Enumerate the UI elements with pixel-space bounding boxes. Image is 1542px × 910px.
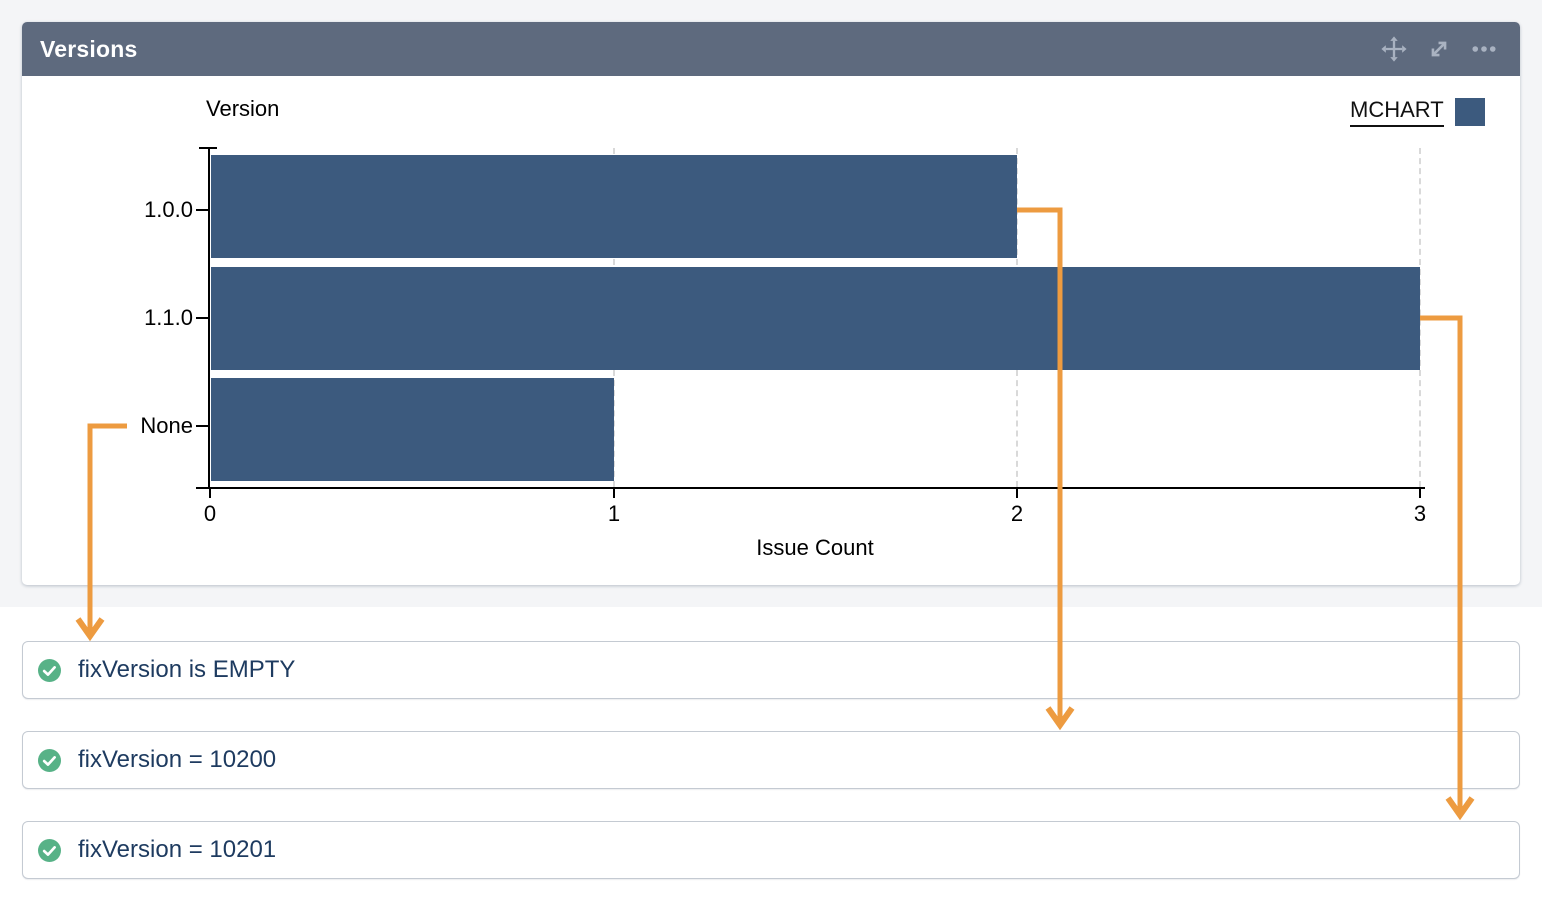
x-tick-2 (1016, 489, 1018, 498)
category-label-none: None (140, 413, 193, 438)
bar-version-1.0.0[interactable] (211, 155, 1017, 258)
gadget-header: Versions (22, 22, 1520, 76)
x-tick-0 (209, 489, 211, 498)
bar-version-none[interactable] (211, 378, 614, 481)
legend-color-swatch (1454, 98, 1485, 126)
check-circle-icon (38, 838, 61, 862)
expand-icon[interactable] (1425, 35, 1453, 63)
filter-row-fixversion-10201[interactable]: fixVersion = 10201 (22, 821, 1520, 879)
x-axis-line (196, 487, 1425, 489)
y-axis-end-cap (199, 147, 217, 149)
gadget-title: Versions (40, 35, 138, 62)
filter-label: fixVersion is EMPTY (78, 656, 296, 683)
x-axis-title: Issue Count (756, 535, 874, 560)
category-label-1.1.0: 1.1.0 (144, 305, 193, 330)
x-tick-1 (613, 489, 615, 498)
filter-row-fixversion-empty[interactable]: fixVersion is EMPTY (22, 641, 1520, 699)
x-tick-label-2: 2 (1010, 501, 1024, 526)
filter-label: fixVersion = 10200 (78, 746, 277, 773)
check-circle-icon (38, 658, 61, 682)
bar-version-1.1.0[interactable] (211, 267, 1420, 370)
legend-series-link[interactable]: MCHART (1350, 97, 1444, 127)
filter-row-fixversion-10200[interactable]: fixVersion = 10200 (22, 731, 1520, 789)
y-tick (196, 209, 209, 211)
arrow-head-down-icon (75, 617, 105, 642)
y-tick (196, 317, 209, 319)
y-tick (196, 425, 209, 427)
y-axis-line (208, 147, 210, 489)
gadget-toolbar (1380, 35, 1498, 63)
arrow-head-down-icon (1445, 796, 1475, 821)
x-tick-3 (1419, 489, 1421, 498)
x-tick-label-0: 0 (203, 501, 217, 526)
x-tick-label-3: 3 (1413, 501, 1427, 526)
y-axis-title: Version (206, 96, 280, 121)
check-circle-icon (38, 748, 61, 772)
move-icon[interactable] (1380, 35, 1408, 63)
filter-label: fixVersion = 10201 (78, 836, 277, 863)
x-tick-label-1: 1 (607, 501, 621, 526)
category-label-1.0.0: 1.0.0 (144, 197, 193, 222)
ellipsis-icon[interactable] (1470, 35, 1498, 63)
arrow-head-down-icon (1045, 706, 1075, 731)
chart-legend: MCHART (1350, 97, 1485, 127)
